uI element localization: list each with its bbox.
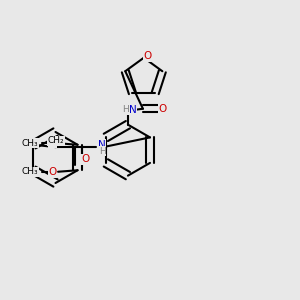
Text: O: O bbox=[48, 138, 57, 148]
Text: N: N bbox=[129, 105, 137, 115]
Text: CH₃: CH₃ bbox=[22, 167, 39, 176]
Text: CH₃: CH₃ bbox=[22, 139, 39, 148]
Text: O: O bbox=[81, 154, 89, 164]
Text: CH₂: CH₂ bbox=[48, 136, 64, 145]
Text: O: O bbox=[48, 167, 57, 177]
Text: O: O bbox=[158, 104, 166, 114]
Text: H: H bbox=[122, 105, 129, 114]
Text: N: N bbox=[98, 140, 106, 150]
Text: O: O bbox=[143, 51, 152, 61]
Text: H: H bbox=[99, 147, 106, 156]
